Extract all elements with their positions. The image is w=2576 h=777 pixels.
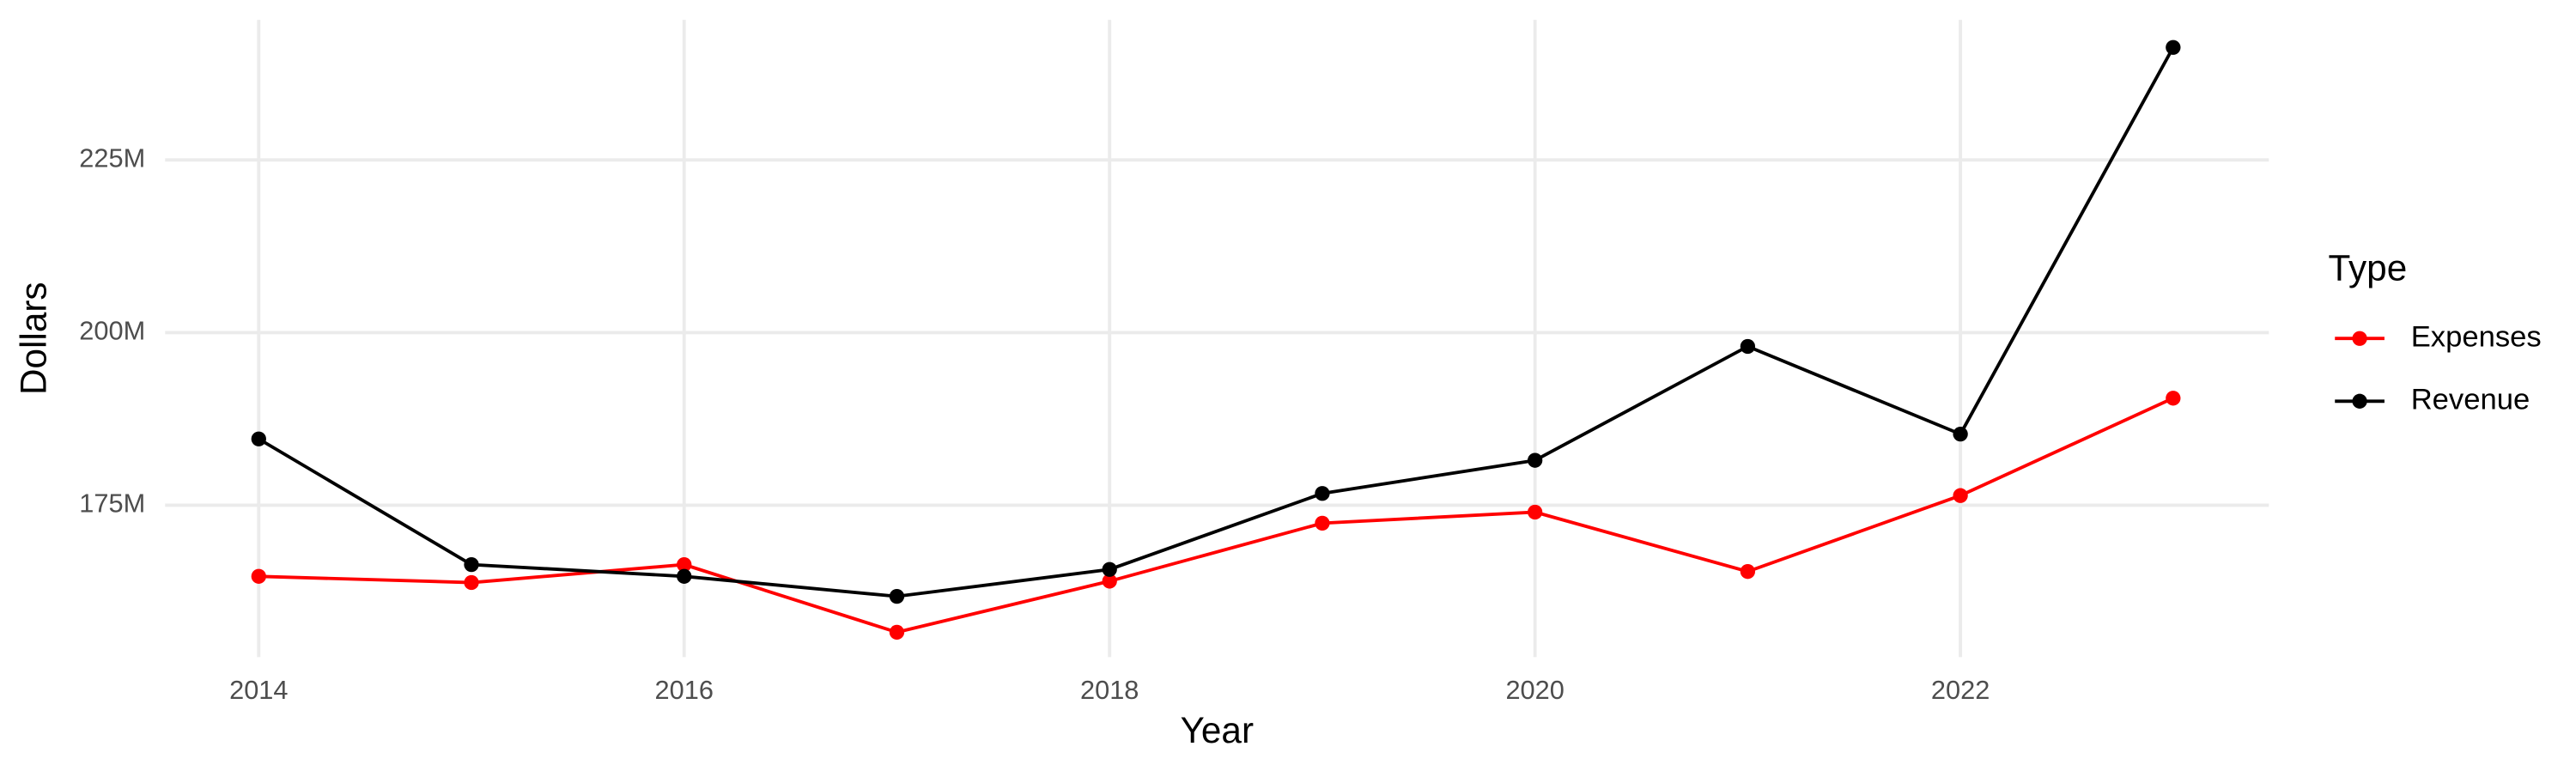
x-tick-label: 2022 [1931, 675, 1990, 705]
legend-key-point [2352, 393, 2367, 409]
data-point [464, 574, 479, 591]
data-point [1953, 426, 1968, 442]
data-point [1528, 452, 1543, 468]
x-tick-label: 2014 [229, 675, 288, 705]
data-point [251, 568, 266, 584]
data-point [677, 568, 692, 584]
data-point [2166, 391, 2181, 406]
y-tick-label: 225M [79, 143, 145, 173]
data-point [1953, 488, 1968, 503]
x-axis-label: Year [1181, 710, 1254, 750]
data-point [1740, 564, 1756, 580]
legend-key-point [2352, 331, 2367, 346]
data-point [1740, 338, 1756, 355]
data-point [251, 431, 266, 446]
data-point [1102, 574, 1117, 589]
data-point [2166, 39, 2181, 55]
legend-label: Expenses [2411, 320, 2542, 353]
series-line [258, 46, 2175, 598]
data-point [889, 624, 905, 640]
data-point [677, 556, 692, 573]
y-tick-label: 200M [79, 316, 145, 346]
data-point [1315, 486, 1330, 501]
data-point [1102, 562, 1117, 577]
x-tick-label: 2020 [1505, 675, 1564, 705]
legend-title: Type [2329, 248, 2408, 288]
series-line [258, 397, 2174, 634]
data-point [1528, 504, 1543, 520]
x-tick-label: 2018 [1080, 675, 1139, 705]
x-tick-label: 2016 [655, 675, 714, 705]
data-point [889, 588, 905, 604]
data-point [464, 556, 479, 573]
y-axis-label: Dollars [13, 282, 53, 395]
y-tick-label: 175M [79, 489, 145, 519]
legend-label: Revenue [2411, 383, 2530, 416]
data-point [1315, 515, 1330, 531]
